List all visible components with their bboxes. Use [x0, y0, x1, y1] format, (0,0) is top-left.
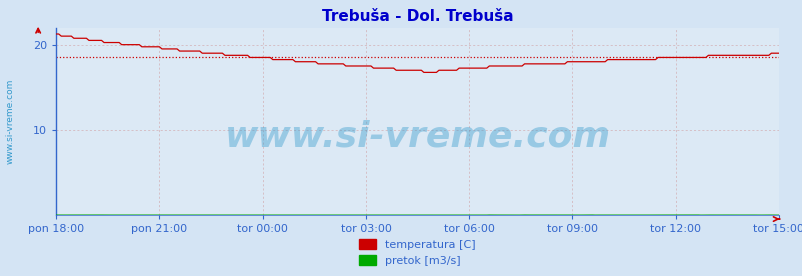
Text: www.si-vreme.com: www.si-vreme.com — [6, 79, 15, 164]
Title: Trebuša - Dol. Trebuša: Trebuša - Dol. Trebuša — [322, 9, 512, 24]
Legend: temperatura [C], pretok [m3/s]: temperatura [C], pretok [m3/s] — [354, 234, 480, 270]
Text: www.si-vreme.com: www.si-vreme.com — [225, 120, 610, 153]
